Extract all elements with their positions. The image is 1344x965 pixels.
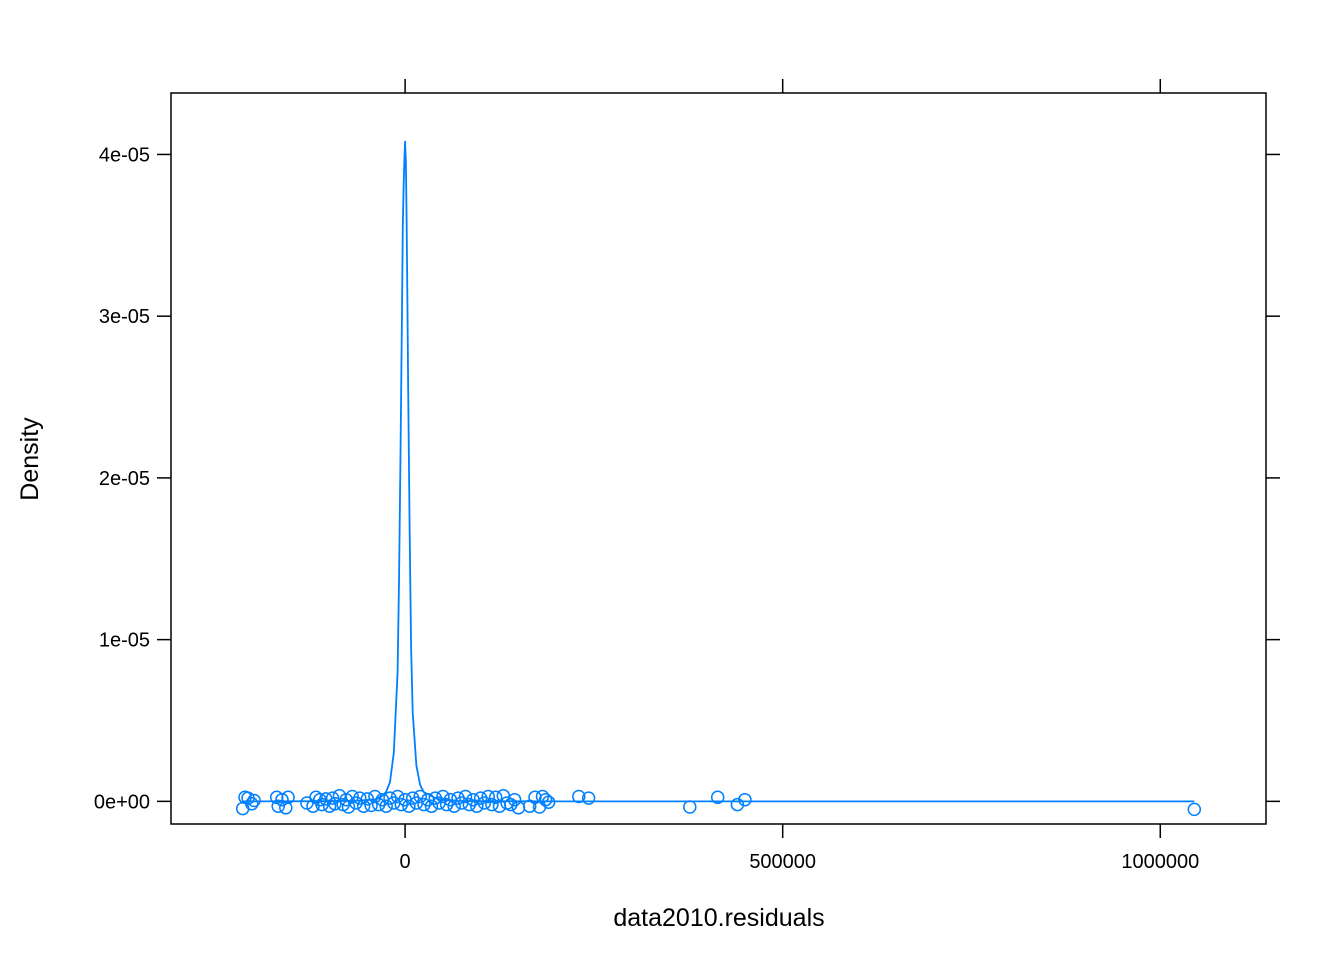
plot-frame xyxy=(170,92,1267,825)
x-tick-label-1: 500000 xyxy=(749,851,816,873)
rug-point-9 xyxy=(281,790,295,805)
rug-point-3 xyxy=(245,797,259,811)
rug-point-76 xyxy=(683,800,697,814)
y-tick-label-4: 4e-05 xyxy=(99,144,150,166)
rug-point-27 xyxy=(360,792,375,806)
rug-point-6 xyxy=(271,799,285,813)
y-tick-label-0: 0e+00 xyxy=(94,791,150,813)
rug-point-66 xyxy=(507,792,522,807)
rug-point-72 xyxy=(538,792,553,807)
rug-points-layer xyxy=(235,788,1202,817)
rug-point-26 xyxy=(356,799,371,813)
rug-point-79 xyxy=(738,792,752,807)
rug-point-17 xyxy=(325,791,340,805)
rug-point-4 xyxy=(247,793,261,808)
rug-point-61 xyxy=(488,790,503,805)
rug-point-8 xyxy=(279,801,293,815)
axis-ticks: 0 500000 1000000 0e+00 1e-05 2e-05 3e-05 4e-05 xyxy=(94,79,1280,873)
rug-point-73 xyxy=(541,795,556,809)
rug-point-47 xyxy=(436,789,450,804)
rug-point-80 xyxy=(1187,802,1202,817)
rug-point-29 xyxy=(368,789,382,804)
y-tick-label-2: 2e-05 xyxy=(99,468,150,490)
rug-point-56 xyxy=(470,799,484,813)
rug-point-23 xyxy=(345,789,359,804)
density-curve xyxy=(242,140,1195,803)
y-axis-label: Density xyxy=(16,417,44,501)
rug-point-58 xyxy=(477,796,492,810)
rug-point-35 xyxy=(390,789,405,804)
rug-point-38 xyxy=(402,799,416,813)
rug-point-75 xyxy=(581,791,596,805)
x-tick-label-0: 0 xyxy=(400,851,411,873)
rug-point-19 xyxy=(332,788,347,803)
y-tick-label-1: 1e-05 xyxy=(99,630,150,652)
rug-point-78 xyxy=(730,797,745,812)
rug-point-28 xyxy=(364,798,378,813)
density-curve-layer xyxy=(242,140,1195,803)
rug-point-60 xyxy=(485,797,499,812)
rug-point-77 xyxy=(710,790,725,805)
x-axis-label: data2010.residuals xyxy=(613,904,824,932)
rug-point-44 xyxy=(424,799,439,813)
rug-point-7 xyxy=(275,792,289,807)
rug-point-53 xyxy=(458,789,473,804)
rug-point-41 xyxy=(413,789,427,804)
rug-point-32 xyxy=(379,799,393,813)
rug-point-50 xyxy=(447,799,461,813)
y-tick-label-3: 3e-05 xyxy=(99,306,150,328)
x-tick-label-2: 1000000 xyxy=(1121,851,1199,873)
rug-point-74 xyxy=(572,789,586,804)
rug-point-25 xyxy=(353,791,367,805)
rug-point-59 xyxy=(481,789,495,804)
